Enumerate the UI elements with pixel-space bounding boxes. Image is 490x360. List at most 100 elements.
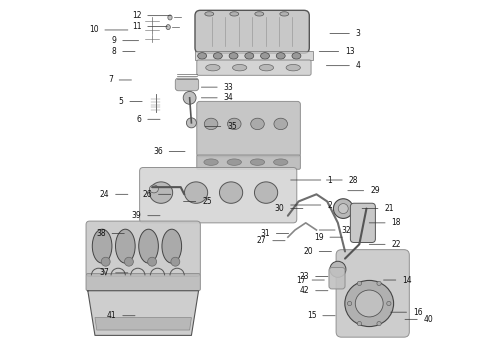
Text: 41: 41 [107, 311, 117, 320]
Ellipse shape [229, 53, 238, 59]
Text: 6: 6 [137, 115, 142, 124]
Text: 4: 4 [356, 61, 361, 70]
Text: 24: 24 [99, 190, 109, 199]
FancyBboxPatch shape [195, 10, 309, 53]
FancyBboxPatch shape [336, 249, 409, 337]
FancyBboxPatch shape [175, 78, 198, 91]
Ellipse shape [338, 203, 348, 213]
Text: 9: 9 [112, 36, 117, 45]
Text: 12: 12 [132, 11, 142, 20]
Text: 7: 7 [108, 76, 113, 85]
Text: 29: 29 [370, 186, 380, 195]
Text: 25: 25 [202, 197, 212, 206]
Ellipse shape [149, 182, 172, 203]
Text: 39: 39 [132, 211, 142, 220]
Ellipse shape [273, 159, 288, 165]
Ellipse shape [220, 182, 243, 203]
Text: 10: 10 [89, 26, 98, 35]
Ellipse shape [124, 257, 133, 266]
Text: 18: 18 [392, 219, 401, 228]
Text: 11: 11 [132, 22, 142, 31]
FancyBboxPatch shape [197, 102, 300, 157]
Ellipse shape [345, 280, 393, 327]
Ellipse shape [206, 64, 220, 71]
Ellipse shape [166, 24, 171, 30]
Ellipse shape [333, 199, 353, 219]
FancyBboxPatch shape [86, 274, 200, 291]
Ellipse shape [280, 12, 289, 16]
Ellipse shape [292, 53, 301, 59]
Text: 19: 19 [314, 233, 323, 242]
FancyBboxPatch shape [329, 267, 345, 289]
FancyBboxPatch shape [350, 203, 375, 243]
Ellipse shape [259, 64, 273, 71]
FancyBboxPatch shape [140, 167, 297, 223]
Ellipse shape [171, 257, 180, 266]
Text: 5: 5 [119, 97, 123, 106]
Text: 16: 16 [413, 308, 422, 317]
Ellipse shape [330, 261, 346, 277]
Ellipse shape [227, 159, 242, 165]
Text: 23: 23 [300, 272, 309, 281]
Text: 31: 31 [260, 229, 270, 238]
Ellipse shape [149, 185, 158, 193]
Text: 32: 32 [342, 225, 351, 234]
Ellipse shape [245, 53, 254, 59]
Text: 17: 17 [296, 275, 306, 284]
Ellipse shape [357, 281, 362, 285]
Text: 13: 13 [345, 47, 355, 56]
Text: 15: 15 [307, 311, 317, 320]
Text: 2: 2 [327, 201, 332, 210]
Ellipse shape [377, 281, 381, 285]
Ellipse shape [204, 118, 218, 130]
Ellipse shape [168, 15, 172, 20]
Ellipse shape [197, 53, 207, 59]
Bar [195, 51, 313, 60]
Text: 40: 40 [424, 315, 433, 324]
Ellipse shape [387, 301, 391, 306]
Ellipse shape [232, 64, 247, 71]
Text: 35: 35 [227, 122, 237, 131]
Text: 20: 20 [303, 247, 313, 256]
Ellipse shape [377, 321, 381, 326]
Ellipse shape [92, 229, 112, 263]
Ellipse shape [254, 182, 278, 203]
Text: 1: 1 [327, 176, 332, 185]
Text: 28: 28 [348, 176, 358, 185]
Ellipse shape [147, 257, 157, 266]
Ellipse shape [355, 290, 383, 317]
Polygon shape [88, 291, 198, 336]
Ellipse shape [255, 12, 264, 16]
Text: 27: 27 [257, 236, 267, 245]
Ellipse shape [274, 118, 288, 130]
FancyBboxPatch shape [197, 155, 300, 169]
Ellipse shape [251, 118, 264, 130]
Ellipse shape [261, 53, 270, 59]
Ellipse shape [250, 159, 265, 165]
FancyBboxPatch shape [197, 60, 311, 75]
Ellipse shape [186, 118, 196, 128]
Ellipse shape [162, 229, 182, 263]
Text: 21: 21 [384, 204, 394, 213]
Text: 33: 33 [223, 83, 233, 92]
Ellipse shape [213, 53, 222, 59]
Text: 8: 8 [112, 47, 117, 56]
Text: 22: 22 [392, 240, 401, 249]
Text: 26: 26 [143, 190, 152, 199]
Text: 38: 38 [96, 229, 106, 238]
Ellipse shape [204, 159, 218, 165]
Ellipse shape [286, 64, 300, 71]
Text: 14: 14 [402, 275, 412, 284]
Ellipse shape [184, 182, 208, 203]
Ellipse shape [227, 118, 241, 130]
Text: 3: 3 [356, 29, 361, 38]
Ellipse shape [205, 12, 214, 16]
Ellipse shape [183, 91, 196, 104]
Ellipse shape [230, 12, 239, 16]
Text: 30: 30 [274, 204, 284, 213]
Text: 42: 42 [300, 286, 309, 295]
Text: 36: 36 [153, 147, 163, 156]
Ellipse shape [101, 257, 110, 266]
Text: 34: 34 [223, 93, 233, 102]
Ellipse shape [357, 321, 362, 326]
